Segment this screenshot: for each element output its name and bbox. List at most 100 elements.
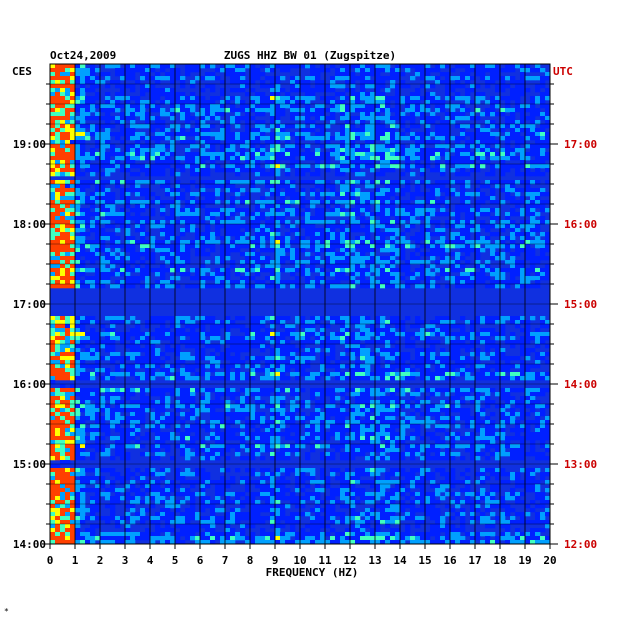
heatmap-cell xyxy=(105,256,111,261)
heatmap-cell xyxy=(220,168,226,173)
heatmap-cell xyxy=(385,240,391,245)
heatmap-cell xyxy=(510,92,516,97)
heatmap-cell xyxy=(180,112,186,117)
heatmap-cell xyxy=(275,156,281,161)
heatmap-cell xyxy=(255,136,261,141)
heatmap-cell xyxy=(375,156,381,161)
heatmap-cell xyxy=(255,360,261,365)
heatmap-cell xyxy=(275,360,281,365)
heatmap-cell xyxy=(495,284,501,289)
heatmap-cell xyxy=(450,180,456,185)
heatmap-cell xyxy=(350,284,356,289)
heatmap-cell xyxy=(415,352,421,357)
heatmap-cell xyxy=(150,192,156,197)
heatmap-cell xyxy=(315,68,321,73)
heatmap-cell xyxy=(115,108,121,113)
heatmap-cell xyxy=(155,72,161,77)
heatmap-cell xyxy=(465,260,471,265)
heatmap-cell xyxy=(535,100,541,105)
heatmap-cell xyxy=(130,356,136,361)
heatmap-cell xyxy=(290,96,296,101)
heatmap-cell xyxy=(155,224,161,229)
heatmap-cell xyxy=(115,228,121,233)
heatmap-cell xyxy=(305,200,311,205)
heatmap-cell xyxy=(465,192,471,197)
heatmap-cell xyxy=(75,208,81,213)
heatmap-cell xyxy=(55,252,61,257)
heatmap-cell xyxy=(70,256,76,261)
heatmap-cell xyxy=(415,164,421,169)
heatmap-cell xyxy=(405,148,411,153)
heatmap-cell xyxy=(545,132,551,137)
heatmap-cell xyxy=(205,212,211,217)
heatmap-cell xyxy=(250,116,256,121)
heatmap-cell xyxy=(455,204,461,209)
heatmap-cell xyxy=(320,68,326,73)
heatmap-cell xyxy=(105,348,111,353)
heatmap-cell xyxy=(435,284,441,289)
heatmap-cell xyxy=(345,240,351,245)
heatmap-cell xyxy=(255,76,261,81)
heatmap-cell xyxy=(245,168,251,173)
heatmap-cell xyxy=(150,136,156,141)
heatmap-cell xyxy=(305,348,311,353)
heatmap-cell xyxy=(165,236,171,241)
heatmap-cell xyxy=(175,352,181,357)
heatmap-cell xyxy=(410,144,416,149)
heatmap-cell xyxy=(365,348,371,353)
heatmap-cell xyxy=(50,208,56,213)
heatmap-cell xyxy=(380,148,386,153)
heatmap-cell xyxy=(280,284,286,289)
heatmap-cell xyxy=(265,108,271,113)
heatmap-cell xyxy=(545,272,551,277)
heatmap-cell xyxy=(250,88,256,93)
heatmap-cell xyxy=(455,80,461,85)
heatmap-cell xyxy=(175,220,181,225)
heatmap-cell xyxy=(360,64,366,69)
heatmap-cell xyxy=(455,244,461,249)
heatmap-cell xyxy=(150,96,156,101)
heatmap-cell xyxy=(525,104,531,109)
heatmap-cell xyxy=(280,96,286,101)
heatmap-cell xyxy=(385,164,391,169)
heatmap-cell xyxy=(95,224,101,229)
heatmap-cell xyxy=(280,260,286,265)
heatmap-cell xyxy=(220,220,226,225)
heatmap-cell xyxy=(490,180,496,185)
heatmap-cell xyxy=(280,360,286,365)
heatmap-cell xyxy=(385,268,391,273)
heatmap-cell xyxy=(285,140,291,145)
heatmap-cell xyxy=(460,168,466,173)
heatmap-cell xyxy=(245,156,251,161)
heatmap-cell xyxy=(295,284,301,289)
heatmap-cell xyxy=(280,184,286,189)
heatmap-cell xyxy=(90,228,96,233)
heatmap-cell xyxy=(450,192,456,197)
heatmap-cell xyxy=(535,272,541,277)
heatmap-cell xyxy=(250,276,256,281)
heatmap-cell xyxy=(340,200,346,205)
heatmap-cell xyxy=(410,64,416,69)
heatmap-cell xyxy=(535,280,541,285)
heatmap-cell xyxy=(180,352,186,357)
heatmap-cell xyxy=(120,68,126,73)
heatmap-cell xyxy=(110,124,116,129)
heatmap-cell xyxy=(100,324,106,329)
heatmap-cell xyxy=(80,336,86,341)
heatmap-cell xyxy=(240,84,246,89)
heatmap-cell xyxy=(445,116,451,121)
heatmap-cell xyxy=(95,244,101,249)
heatmap-cell xyxy=(115,152,121,157)
heatmap-cell xyxy=(195,68,201,73)
heatmap-cell xyxy=(175,188,181,193)
heatmap-cell xyxy=(430,328,436,333)
heatmap-cell xyxy=(115,244,121,249)
heatmap-cell xyxy=(475,96,481,101)
heatmap-cell xyxy=(225,324,231,329)
heatmap-cell xyxy=(225,280,231,285)
heatmap-cell xyxy=(215,96,221,101)
heatmap-cell xyxy=(225,64,231,69)
heatmap-cell xyxy=(105,92,111,97)
heatmap-cell xyxy=(100,184,106,189)
heatmap-cell xyxy=(325,184,331,189)
